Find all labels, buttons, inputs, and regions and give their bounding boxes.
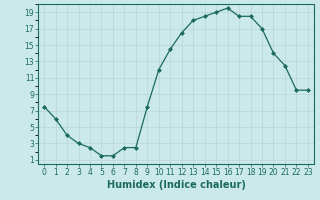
X-axis label: Humidex (Indice chaleur): Humidex (Indice chaleur) bbox=[107, 180, 245, 190]
